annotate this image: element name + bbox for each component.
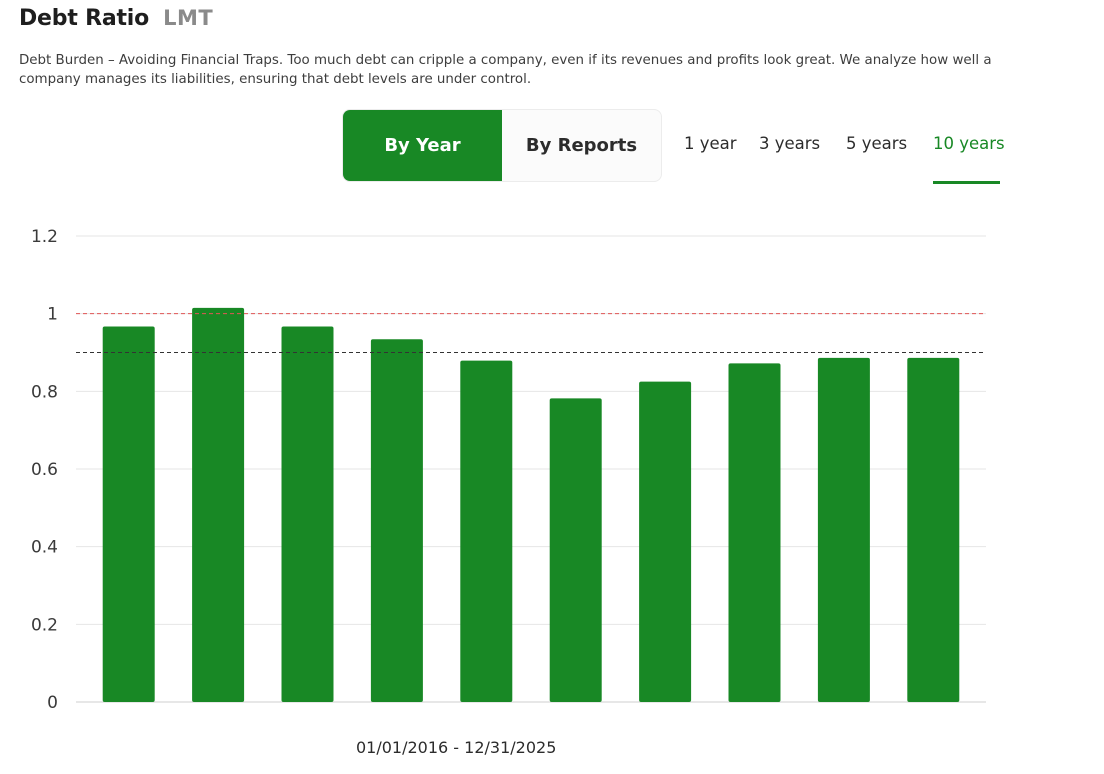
bar — [817, 357, 870, 702]
debt-ratio-chart: 0 0.2 0.4 0.6 0.8 1 1.2 — [31, 227, 986, 713]
by-year-button[interactable]: By Year — [343, 110, 502, 181]
bar — [549, 398, 602, 702]
tab-1-year[interactable]: 1 year — [684, 134, 737, 153]
y-tick-label: 0.4 — [31, 538, 58, 558]
bar — [460, 360, 513, 702]
bar — [370, 339, 423, 702]
ticker-symbol: LMT — [163, 6, 214, 30]
bar — [907, 357, 960, 702]
y-tick-label: 0.6 — [31, 460, 58, 480]
y-tick-label: 0.2 — [31, 615, 58, 635]
y-tick-label: 1 — [47, 305, 58, 325]
description-text: Debt Burden – Avoiding Financial Traps. … — [19, 53, 992, 87]
date-range: 01/01/2016 - 12/31/2025 — [356, 738, 557, 757]
bar — [281, 326, 334, 702]
page-title: Debt Ratio — [19, 6, 150, 31]
y-tick-label: 0.8 — [31, 382, 58, 402]
tab-5-years[interactable]: 5 years — [846, 134, 908, 153]
mode-toggle: By Year By Reports — [342, 109, 662, 182]
y-tick-label: 0 — [47, 693, 58, 713]
y-tick-label: 1.2 — [31, 227, 58, 247]
bar — [728, 363, 781, 702]
tab-10-years[interactable]: 10 years — [933, 134, 1005, 153]
chart-header: Debt Ratio LMT — [19, 6, 213, 31]
active-tab-underline — [933, 181, 1000, 184]
tab-3-years[interactable]: 3 years — [759, 134, 821, 153]
bar — [192, 307, 245, 702]
bar — [102, 326, 155, 702]
bar — [639, 381, 692, 702]
by-reports-button[interactable]: By Reports — [525, 135, 638, 156]
